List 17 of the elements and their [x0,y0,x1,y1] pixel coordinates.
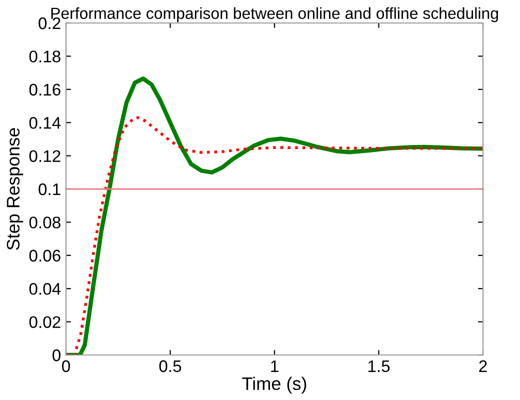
y-tick-label: 0.18 [29,50,60,62]
x-axis-title: Time (s) [242,376,306,394]
y-tick-label: 0.1 [38,183,60,196]
y-tick-label: 0.12 [29,150,60,162]
x-tick-label: 1 [271,360,278,372]
y-tick-label: 0.02 [29,316,60,328]
x-tick-label: 0 [62,360,70,372]
y-tick-label: 0.14 [29,117,61,129]
x-tick-label: 1.5 [368,360,390,372]
x-tick-label: 0.5 [159,360,182,372]
y-tick-label: 0 [52,349,60,362]
y-axis-title: Step Response [6,128,24,250]
x-tick-label: 2 [479,360,487,372]
y-tick-label: 0.08 [29,216,60,228]
y-tick-label: 0.06 [29,250,60,262]
y-tick-label: 0.16 [29,84,60,96]
y-tick-label: 0.04 [29,283,61,295]
